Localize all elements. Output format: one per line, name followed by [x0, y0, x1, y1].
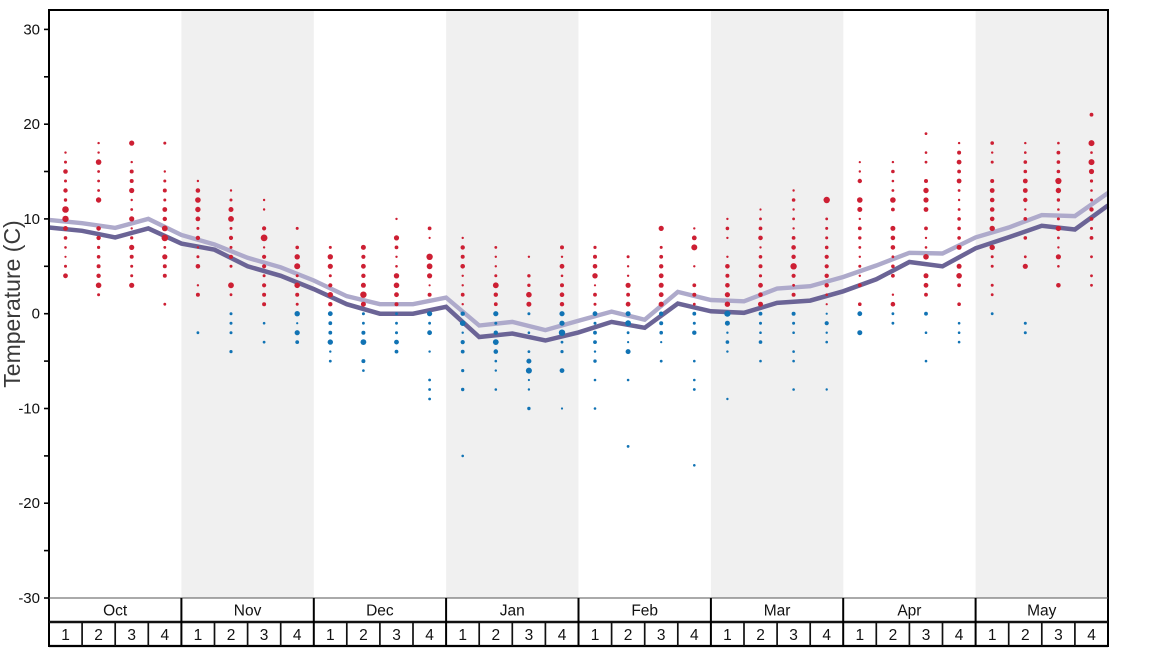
svg-text:4: 4 [558, 627, 567, 644]
svg-text:4: 4 [425, 627, 434, 644]
svg-text:3: 3 [127, 627, 136, 644]
svg-text:-10: -10 [18, 401, 40, 418]
svg-text:Dec: Dec [366, 603, 394, 620]
svg-text:2: 2 [889, 627, 898, 644]
svg-text:4: 4 [160, 627, 169, 644]
svg-text:-20: -20 [18, 495, 40, 512]
svg-text:4: 4 [293, 627, 302, 644]
svg-text:20: 20 [23, 116, 40, 133]
svg-text:4: 4 [955, 627, 964, 644]
svg-text:3: 3 [1054, 627, 1063, 644]
svg-text:2: 2 [227, 627, 236, 644]
svg-text:1: 1 [458, 627, 467, 644]
svg-text:2: 2 [1021, 627, 1030, 644]
svg-text:1: 1 [855, 627, 864, 644]
svg-text:1: 1 [723, 627, 732, 644]
svg-text:0: 0 [32, 306, 40, 323]
svg-text:Apr: Apr [897, 603, 921, 620]
svg-text:4: 4 [690, 627, 699, 644]
svg-text:May: May [1027, 603, 1057, 620]
svg-text:1: 1 [988, 627, 997, 644]
svg-text:3: 3 [525, 627, 534, 644]
svg-text:Oct: Oct [103, 603, 128, 620]
svg-text:Nov: Nov [234, 603, 262, 620]
svg-text:2: 2 [359, 627, 368, 644]
svg-text:1: 1 [194, 627, 203, 644]
svg-text:Mar: Mar [764, 603, 791, 620]
svg-text:3: 3 [789, 627, 798, 644]
svg-text:2: 2 [94, 627, 103, 644]
svg-text:2: 2 [756, 627, 765, 644]
svg-text:30: 30 [23, 21, 40, 38]
svg-text:4: 4 [822, 627, 831, 644]
svg-text:4: 4 [1087, 627, 1096, 644]
svg-text:1: 1 [326, 627, 335, 644]
svg-text:3: 3 [392, 627, 401, 644]
svg-text:2: 2 [491, 627, 500, 644]
svg-text:Temperature (C): Temperature (C) [0, 220, 25, 387]
svg-text:1: 1 [61, 627, 70, 644]
svg-text:3: 3 [657, 627, 666, 644]
svg-text:10: 10 [23, 211, 40, 228]
svg-text:Jan: Jan [500, 603, 525, 620]
svg-text:Feb: Feb [631, 603, 658, 620]
svg-text:3: 3 [260, 627, 269, 644]
svg-text:3: 3 [922, 627, 931, 644]
svg-text:1: 1 [591, 627, 600, 644]
svg-text:-30: -30 [18, 590, 40, 607]
svg-text:2: 2 [624, 627, 633, 644]
